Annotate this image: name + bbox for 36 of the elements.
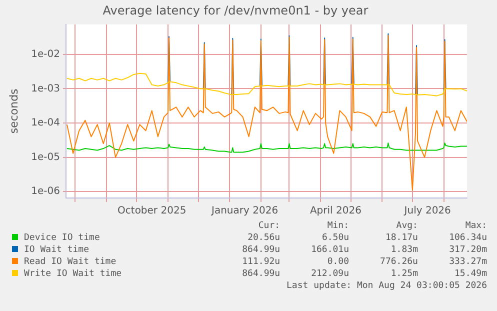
text: 212.09u xyxy=(310,268,350,280)
legend-label: Device IO time xyxy=(23,232,101,244)
text: Cur: xyxy=(257,220,280,232)
y-axis-title: seconds xyxy=(7,88,20,134)
text: 1.83m xyxy=(390,244,418,256)
y-tick-label: 1e-06 xyxy=(31,186,60,198)
text: 864.99u xyxy=(241,268,280,280)
text: Last update: Mon Aug 24 03:00:05 2026 xyxy=(286,280,487,292)
text: 864.99u xyxy=(241,244,280,256)
text: Avg: xyxy=(395,220,418,232)
text: 6.50u xyxy=(320,232,350,244)
text: 333.27m xyxy=(448,256,487,268)
text: 15.49m xyxy=(453,268,487,280)
y-tick-label: 1e-04 xyxy=(31,118,60,129)
text: 111.92u xyxy=(241,256,280,268)
x-tick-label: January 2026 xyxy=(210,206,278,217)
text: 776.26u xyxy=(379,256,418,268)
y-tick-label: 1e-05 xyxy=(31,152,60,163)
x-tick-label: October 2025 xyxy=(118,206,186,217)
legend-label: IO Wait time xyxy=(23,244,90,256)
legend-label: Write IO Wait time xyxy=(23,268,123,280)
y-tick-label: 1e-02 xyxy=(31,49,60,60)
x-tick-label: April 2026 xyxy=(310,206,362,217)
text: 317.20m xyxy=(448,244,487,256)
text: 20.56u xyxy=(246,232,280,244)
legend-label: Read IO Wait time xyxy=(23,256,118,268)
y-tick-label: 1e-03 xyxy=(31,83,60,94)
text: 106.34u xyxy=(448,232,487,244)
text: Min: xyxy=(326,220,350,232)
text: 1.25m xyxy=(390,268,418,280)
chart-title: Average latency for /dev/nvme0n1 - by year xyxy=(102,3,368,18)
x-tick-label: July 2026 xyxy=(403,206,451,217)
text: 166.01u xyxy=(310,244,350,256)
text: 18.17u xyxy=(384,232,418,244)
text: Max: xyxy=(464,220,487,232)
text: 0.00 xyxy=(326,256,350,268)
